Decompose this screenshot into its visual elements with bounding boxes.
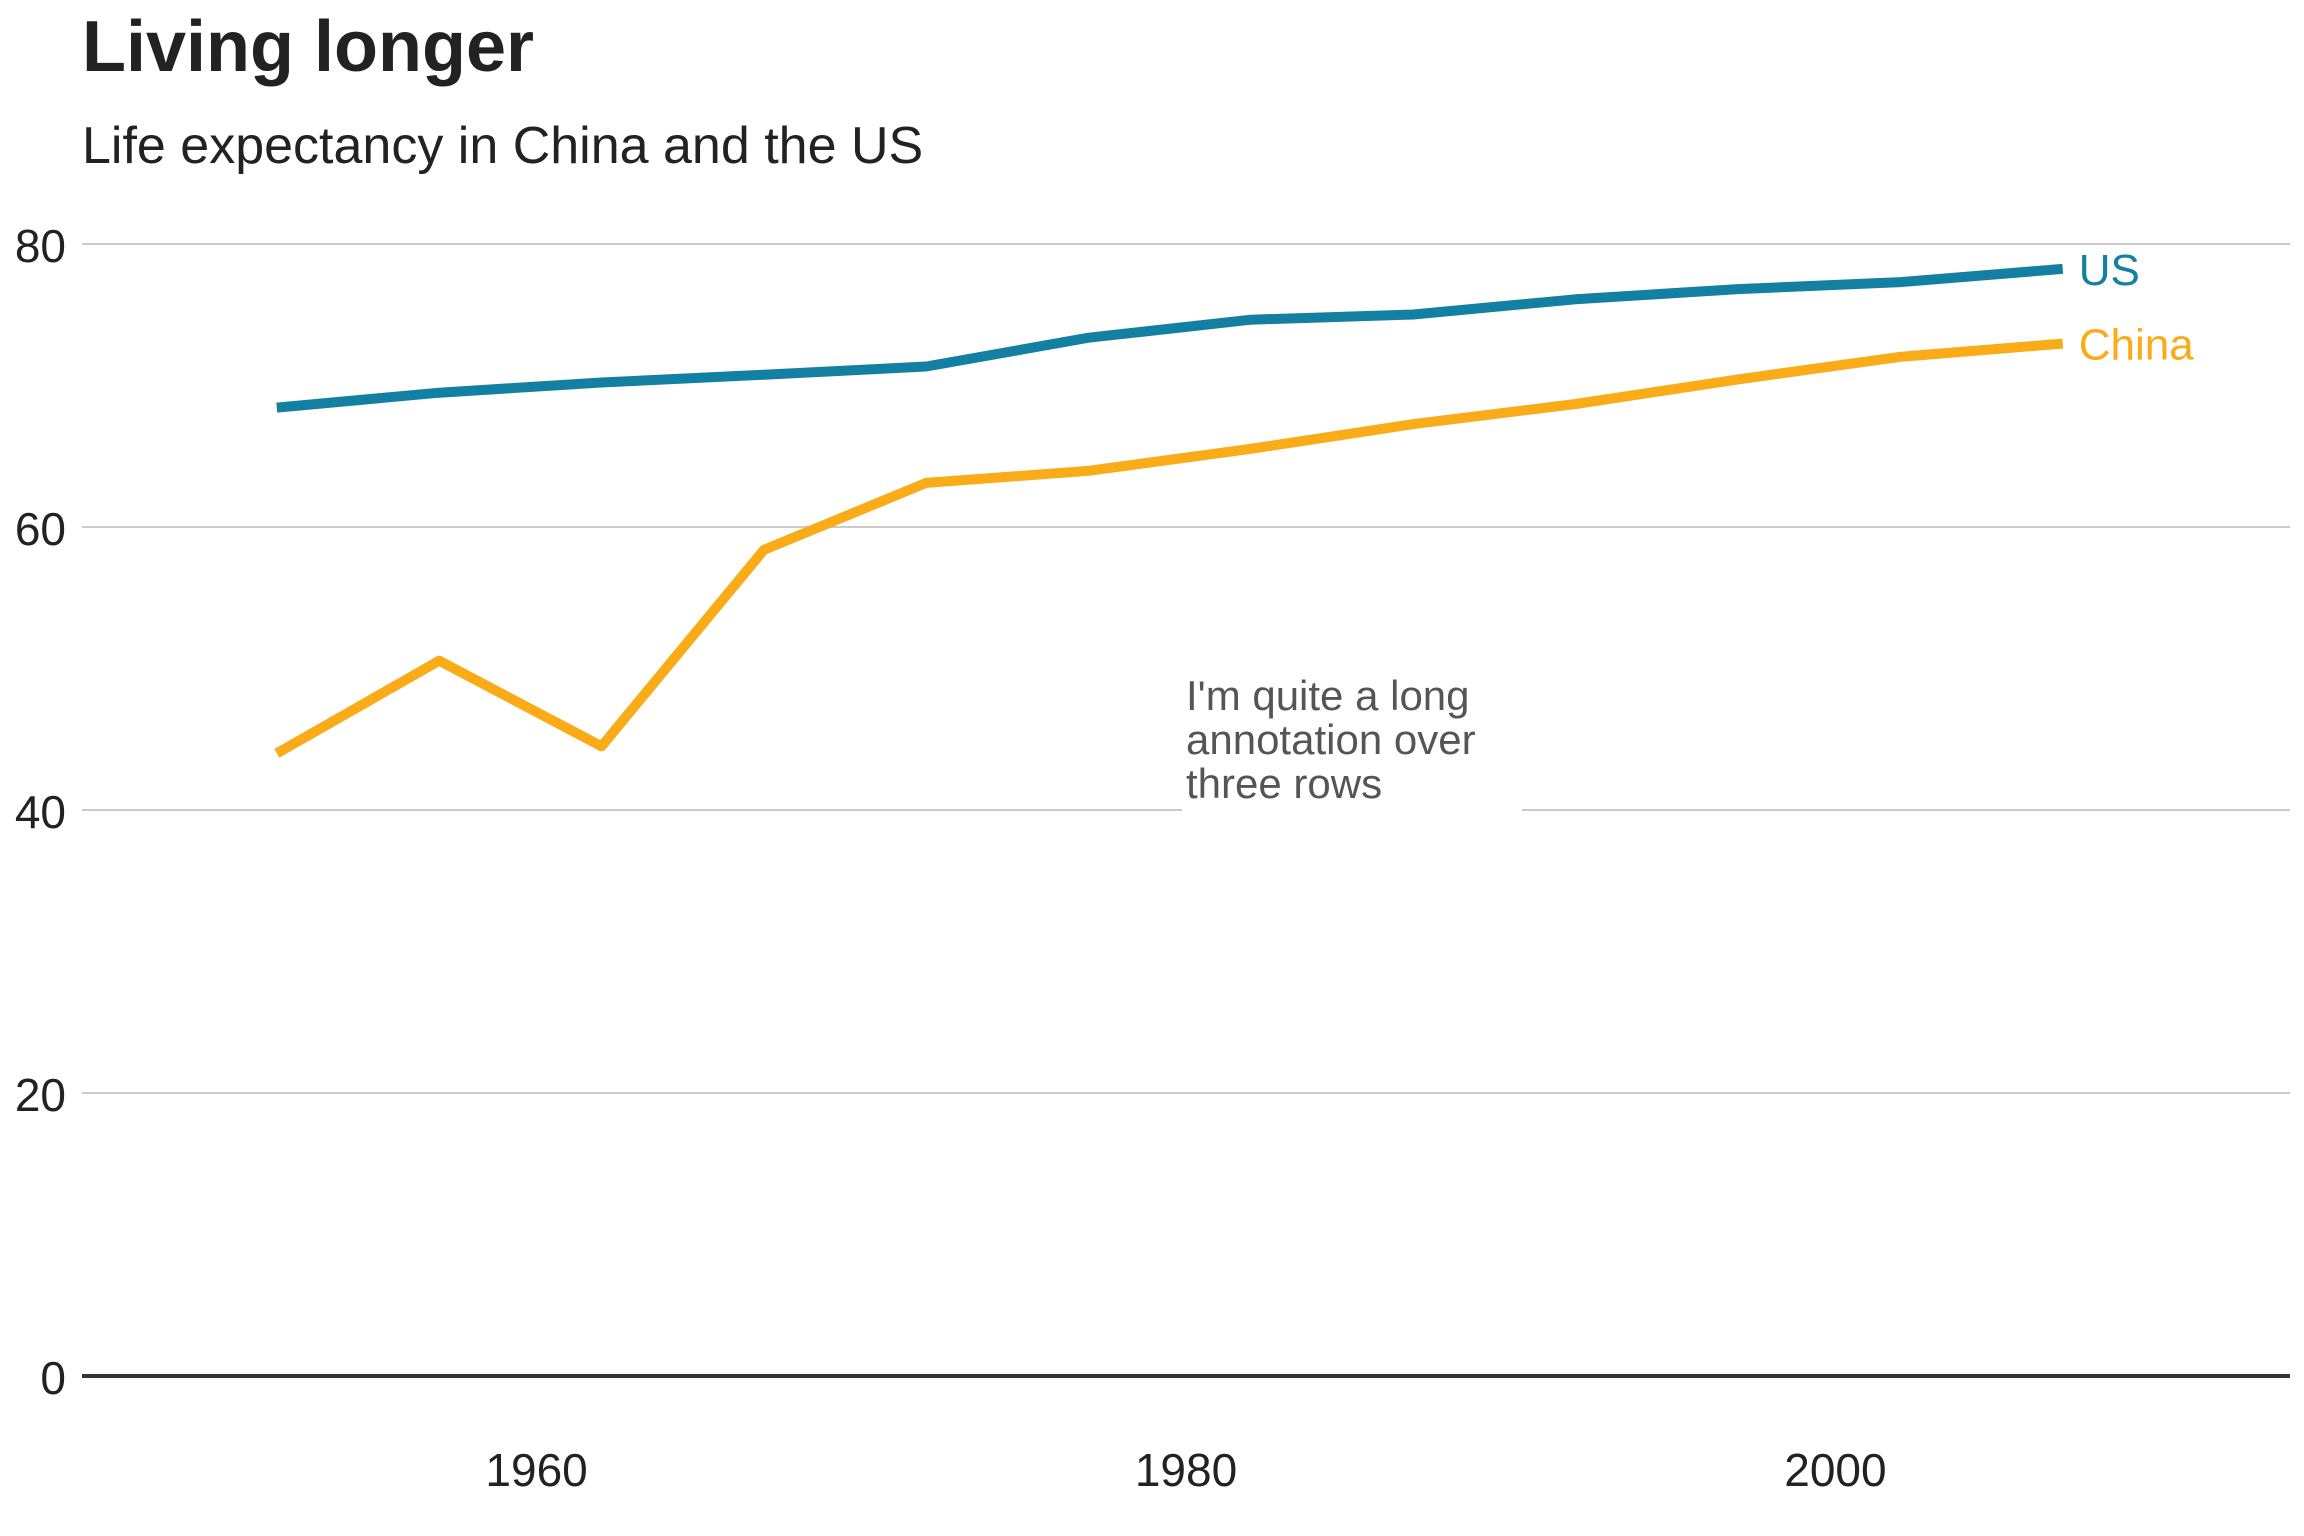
chart-title: Living longer <box>82 7 535 87</box>
x-tick-label-2000: 2000 <box>1784 1444 1886 1496</box>
series-line-china <box>274 338 2064 758</box>
series-lines <box>274 263 2064 758</box>
annotation-line-1: I'm quite a long <box>1186 672 1470 719</box>
series-label-us: US <box>2079 246 2140 295</box>
annotation-line-3: three rows <box>1186 760 1382 807</box>
y-tick-label-40: 40 <box>15 786 66 838</box>
series-label-china: China <box>2079 321 2194 370</box>
annotation-line-2: annotation over <box>1186 716 1476 763</box>
annotation-background <box>1182 670 1522 816</box>
axes: 0 20 40 60 80 1960 1980 2000 <box>15 220 2290 1496</box>
y-tick-label-0: 0 <box>40 1352 66 1404</box>
y-tick-label-80: 80 <box>15 220 66 272</box>
x-tick-label-1960: 1960 <box>485 1444 587 1496</box>
series-line-us <box>276 263 2064 413</box>
gridlines <box>82 243 2290 1094</box>
x-tick-label-1980: 1980 <box>1135 1444 1237 1496</box>
y-tick-label-20: 20 <box>15 1069 66 1121</box>
y-tick-label-60: 60 <box>15 503 66 555</box>
chart-subtitle: Life expectancy in China and the US <box>82 117 924 175</box>
